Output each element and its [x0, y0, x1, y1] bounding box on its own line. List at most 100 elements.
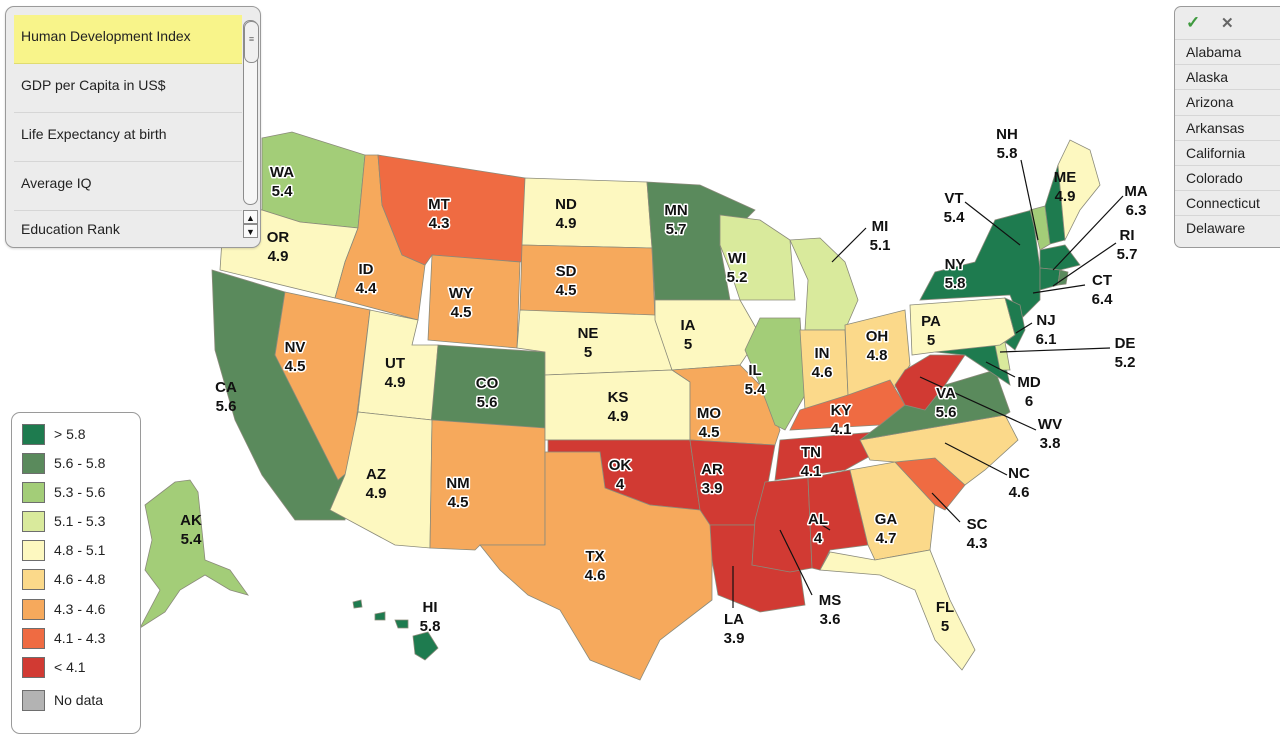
state-SD[interactable]: [519, 244, 656, 321]
label-LA: LA 3.9: [724, 611, 745, 647]
leader-MI: [831, 227, 867, 263]
legend-swatch: [22, 598, 45, 620]
label-ME: ME 4.9: [1054, 169, 1077, 205]
label-CT: CT 6.4: [1092, 272, 1114, 308]
clear-selection-x-icon[interactable]: ✕: [1221, 15, 1234, 32]
indicator-item-life-expectancy[interactable]: Life Expectancy at birth: [14, 113, 242, 162]
legend-item: 5.6 - 5.8: [22, 452, 105, 474]
scrollbar-thumb-grip-icon[interactable]: ≡: [244, 21, 259, 63]
indicator-item-average-iq[interactable]: Average IQ: [14, 162, 242, 211]
label-MA: MA 6.3: [1124, 183, 1147, 219]
label-NC: NC 4.6: [1008, 465, 1030, 501]
state-list-item[interactable]: Alabama: [1175, 39, 1280, 64]
state-labels: WA 5.4 OR 4.9 CA 5.6 NV 4.5 ID 4.4 MT 4.3 WY 4.…: [180, 126, 1148, 647]
state-NV[interactable]: [274, 291, 371, 481]
leader-SC: [931, 492, 961, 523]
legend-swatch: [22, 627, 45, 649]
legend-swatch: [22, 423, 45, 445]
state-HI-big[interactable]: [412, 631, 439, 661]
state-list-item[interactable]: Colorado: [1175, 164, 1280, 190]
state-MT[interactable]: [377, 154, 526, 266]
label-DE: DE 5.2: [1115, 335, 1136, 371]
label-HI: HI 5.8: [420, 599, 441, 635]
state-HI-maui[interactable]: [394, 619, 409, 629]
leader-MS: [779, 529, 813, 596]
legend-item: < 4.1: [22, 656, 86, 678]
leader-NH: [1020, 159, 1039, 241]
state-HI-kauai[interactable]: [352, 599, 363, 609]
label-ND: ND 4.9: [555, 196, 577, 232]
scroll-down-arrow-icon[interactable]: ▼: [243, 224, 258, 238]
label-SC: SC 4.3: [967, 516, 988, 552]
state-IA[interactable]: [654, 299, 761, 371]
state-list-item[interactable]: Arkansas: [1175, 114, 1280, 140]
legend-swatch: [22, 568, 45, 590]
legend-swatch: [22, 656, 45, 678]
label-PA: PA 5: [921, 313, 941, 349]
state-list-item[interactable]: Delaware: [1175, 215, 1280, 240]
state-AK[interactable]: [138, 479, 249, 630]
label-WV: WV 3.8: [1038, 416, 1062, 452]
label-TX: TX 4.6: [585, 548, 606, 584]
scroll-up-arrow-icon[interactable]: ▲: [243, 210, 258, 224]
label-AL: AL 4: [808, 511, 828, 547]
leader-CT: [1032, 284, 1086, 294]
legend-swatch: [22, 452, 45, 474]
state-WY[interactable]: [427, 254, 521, 349]
state-list-item[interactable]: Arizona: [1175, 89, 1280, 114]
indicator-item-education-rank[interactable]: Education Rank: [21, 221, 120, 237]
legend-swatch: [22, 481, 45, 503]
legend-item: 5.1 - 5.3: [22, 510, 105, 532]
state-ME[interactable]: [1057, 139, 1101, 242]
legend-item: 4.8 - 5.1: [22, 539, 105, 561]
state-MO[interactable]: [670, 364, 781, 446]
label-OR: OR 4.9: [267, 229, 290, 265]
state-list-item[interactable]: Alaska: [1175, 64, 1280, 89]
leader-NC: [944, 442, 1008, 476]
indicator-item-hdi[interactable]: Human Development Index: [14, 15, 242, 64]
state-WI[interactable]: [719, 214, 796, 301]
label-KS: KS 4.9: [608, 389, 629, 425]
label-MO: MO 4.5: [697, 405, 721, 441]
label-NM: NM 4.5: [446, 475, 469, 511]
state-TX[interactable]: [479, 451, 713, 681]
indicator-scrollbar[interactable]: ≡ ▲ ▼: [243, 20, 259, 240]
state-list-item[interactable]: Connecticut: [1175, 190, 1280, 215]
legend-swatch: [22, 510, 45, 532]
label-FL: FL 5: [936, 599, 954, 635]
state-list-item[interactable]: California: [1175, 139, 1280, 165]
label-CA: CA 5.6: [215, 379, 237, 415]
state-NC[interactable]: [859, 414, 1019, 486]
label-WY: WY 4.5: [449, 285, 473, 321]
label-VT: VT 5.4: [944, 190, 966, 226]
state-MN[interactable]: [646, 181, 756, 301]
label-MT: MT 4.3: [428, 196, 450, 232]
label-MN: MN 5.7: [664, 202, 687, 238]
state-FL[interactable]: [819, 549, 976, 671]
scrollbar-track[interactable]: ≡: [243, 20, 259, 205]
label-IA: IA 5: [681, 317, 696, 353]
legend-item: 5.3 - 5.6: [22, 481, 105, 503]
label-RI: RI 5.7: [1117, 227, 1138, 263]
label-AK: AK 5.4: [180, 512, 202, 548]
indicator-item-gdp[interactable]: GDP per Capita in US$: [14, 64, 242, 113]
state-ND[interactable]: [521, 177, 653, 249]
label-ID: ID 4.4: [356, 261, 378, 297]
label-OK: OK 4: [609, 457, 632, 493]
label-GA: GA 4.7: [875, 511, 898, 547]
state-MI[interactable]: [789, 237, 859, 331]
label-TN: TN 4.1: [801, 444, 822, 480]
state-WV[interactable]: [894, 354, 966, 411]
state-HI-oahu[interactable]: [374, 611, 386, 621]
leader-AL: [821, 524, 831, 531]
state-MA[interactable]: [1039, 244, 1081, 271]
label-NJ: NJ 6.1: [1036, 312, 1057, 348]
state-NJ[interactable]: [1004, 297, 1026, 351]
label-UT: UT 4.9: [385, 355, 406, 391]
legend-swatch: [22, 689, 45, 711]
select-all-check-icon[interactable]: ✓: [1186, 13, 1201, 32]
state-CT[interactable]: [1039, 267, 1061, 291]
leader-VT: [964, 201, 1021, 246]
label-MS: MS 3.6: [819, 592, 842, 628]
